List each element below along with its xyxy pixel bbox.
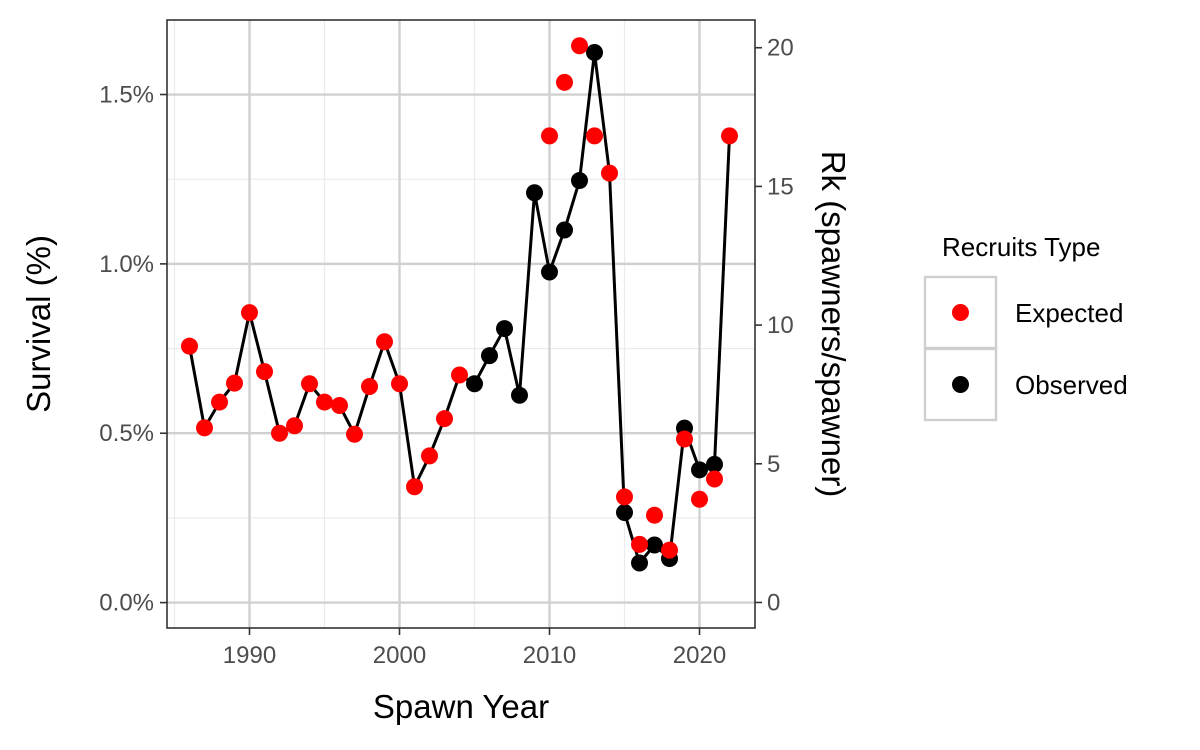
data-point-expected — [616, 488, 633, 506]
legend-key-expected — [952, 304, 969, 321]
data-point-expected — [586, 127, 603, 145]
y2-tick-label: 15 — [767, 173, 794, 200]
data-point-expected — [406, 478, 423, 496]
data-point-expected — [661, 541, 678, 559]
data-point-expected — [571, 37, 588, 55]
y-tick-label: 0.5% — [99, 420, 154, 447]
legend-label-observed: Observed — [1015, 370, 1128, 400]
data-point-expected — [211, 393, 228, 411]
minor-gridlines — [167, 20, 755, 628]
x-tick-label: 1990 — [223, 642, 276, 669]
major-gridlines — [167, 20, 755, 628]
data-point-observed — [526, 184, 543, 202]
y-axis-right: 0 5 10 15 20 — [755, 35, 794, 616]
data-point-observed — [511, 386, 528, 404]
data-point-expected — [391, 375, 408, 393]
data-point-expected — [301, 375, 318, 393]
data-points-group — [181, 37, 738, 572]
data-point-expected — [676, 430, 693, 448]
data-point-expected — [721, 127, 738, 145]
x-tick-label: 2020 — [673, 642, 726, 669]
data-point-observed — [646, 536, 663, 554]
legend: Recruits Type Expected Observed — [923, 232, 1128, 422]
y-axis-left: 0.0% 0.5% 1.0% 1.5% — [99, 82, 167, 617]
y2-tick-label: 5 — [767, 451, 780, 478]
y-tick-label: 1.5% — [99, 82, 154, 109]
x-tick-label: 2010 — [523, 642, 576, 669]
data-point-observed — [541, 263, 558, 281]
data-point-observed — [616, 503, 633, 521]
legend-key-observed — [952, 376, 969, 393]
data-point-expected — [631, 535, 648, 553]
legend-keys: Expected Observed — [923, 275, 1128, 422]
y2-tick-label: 10 — [767, 312, 794, 339]
x-axis: 1990 2000 2010 2020 — [223, 628, 726, 669]
data-point-expected — [541, 127, 558, 145]
x-axis-title: Spawn Year — [373, 688, 549, 725]
survival-series-line — [188, 51, 731, 565]
data-point-expected — [421, 447, 438, 465]
y-axis-title: Survival (%) — [20, 235, 57, 413]
data-point-expected — [181, 337, 198, 355]
data-point-observed — [496, 320, 513, 338]
y2-tick-label: 0 — [767, 589, 780, 616]
data-point-expected — [376, 333, 393, 351]
data-point-expected — [226, 374, 243, 392]
data-point-expected — [271, 424, 288, 442]
data-point-expected — [706, 470, 723, 488]
data-point-expected — [601, 164, 618, 182]
y-tick-label: 0.0% — [99, 590, 154, 617]
data-point-expected — [196, 419, 213, 437]
data-point-expected — [241, 304, 258, 322]
data-point-observed — [586, 44, 603, 62]
data-point-observed — [481, 347, 498, 365]
data-point-observed — [691, 461, 708, 479]
data-point-expected — [646, 506, 663, 524]
y-tick-label: 1.0% — [99, 251, 154, 278]
data-point-expected — [286, 417, 303, 435]
data-point-expected — [436, 410, 453, 428]
data-point-expected — [556, 73, 573, 91]
data-point-observed — [631, 554, 648, 572]
data-point-observed — [556, 221, 573, 239]
x-tick-label: 2000 — [373, 642, 426, 669]
data-point-observed — [571, 172, 588, 190]
data-point-observed — [706, 455, 723, 473]
data-point-expected — [691, 490, 708, 508]
plot-panel-border — [166, 19, 756, 629]
series-line-group — [188, 51, 731, 565]
data-point-observed — [466, 375, 483, 393]
data-point-expected — [361, 377, 378, 395]
data-point-expected — [316, 393, 333, 411]
data-point-expected — [331, 396, 348, 414]
data-point-expected — [451, 366, 468, 384]
legend-title: Recruits Type — [942, 232, 1100, 262]
y2-tick-label: 20 — [767, 35, 794, 62]
data-point-expected — [346, 425, 363, 443]
data-point-expected — [256, 363, 273, 381]
legend-label-expected: Expected — [1015, 298, 1123, 328]
y2-axis-title: Rk (spawners/spawner) — [815, 151, 852, 498]
